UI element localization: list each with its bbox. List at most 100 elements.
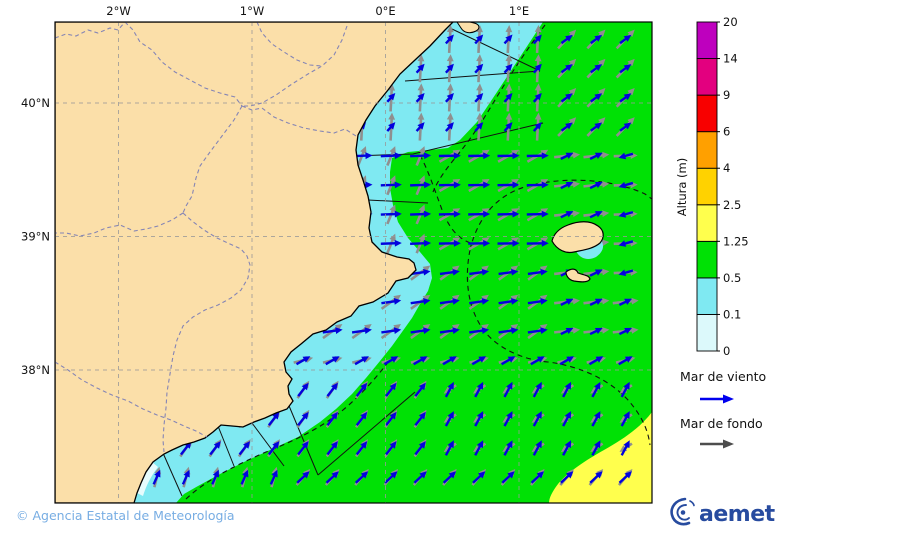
swell-arrow-head <box>476 54 483 62</box>
wind-arrow-head <box>618 211 627 218</box>
wind-arrow <box>503 440 513 456</box>
wind-arrow <box>501 471 515 484</box>
wind-arrow <box>414 382 426 397</box>
wind-arrow-shaft <box>297 444 307 456</box>
wind-arrow-head <box>594 211 603 218</box>
swell-arrow-shaft <box>477 59 481 83</box>
swell-arrow-shaft <box>447 59 452 83</box>
wind-arrow <box>530 471 545 484</box>
wind-arrow <box>500 356 516 366</box>
swell-arrow-shaft <box>386 208 395 225</box>
wind-arrow <box>380 239 402 247</box>
wind-arrow-head <box>365 181 373 189</box>
wind-arrow <box>415 122 425 132</box>
wind-arrow-shaft <box>351 329 368 334</box>
swell-arrow-shaft <box>497 180 516 193</box>
wind-arrow-head <box>540 327 548 334</box>
wind-arrow-icon <box>700 394 734 404</box>
swell-arrow <box>438 208 461 222</box>
wind-arrow-head <box>510 268 519 276</box>
wind-arrow <box>591 440 601 456</box>
wind-arrow-shaft <box>527 270 543 276</box>
colorbar-segment <box>696 58 718 96</box>
wind-arrow-head <box>536 356 545 363</box>
wind-arrow-head <box>594 34 603 42</box>
wind-arrow-shaft <box>469 270 485 276</box>
wind-arrow <box>386 92 396 103</box>
swell-arrow <box>468 237 490 251</box>
swell-arrow-head <box>481 294 489 302</box>
swell-arrow-head <box>505 54 513 62</box>
wind-arrow-head <box>423 210 432 218</box>
wind-arrow <box>468 239 491 247</box>
zone-line-6 <box>251 422 285 467</box>
swell-arrow-head <box>452 208 461 215</box>
wind-arrow <box>526 210 549 218</box>
wind-arrow-head <box>510 298 519 305</box>
wind-arrow <box>469 268 490 276</box>
wind-arrow <box>497 210 520 218</box>
swell-arrow-head <box>389 175 396 184</box>
wind-arrow-head <box>534 63 542 72</box>
wind-arrow-head <box>512 152 520 160</box>
wind-arrow-head <box>565 122 573 130</box>
swell-arrow-shaft <box>386 237 395 254</box>
swell-arrow-shaft <box>477 117 481 141</box>
swell-arrow-head <box>534 25 542 33</box>
wind-arrow-head <box>212 469 220 478</box>
wind-arrow <box>181 469 190 485</box>
wind-arrow-head <box>302 471 310 479</box>
wind-arrow <box>562 440 572 456</box>
wind-arrow <box>469 327 490 334</box>
wind-arrow-head <box>419 356 428 363</box>
wind-arrow <box>238 441 251 456</box>
wind-arrow-head <box>535 411 542 419</box>
swell-arrow <box>505 112 513 141</box>
wind-arrow <box>532 411 542 427</box>
wind-arrow <box>527 268 548 276</box>
wind-arrow-head <box>423 298 431 305</box>
wind-arrow-head <box>360 411 368 420</box>
wind-arrow <box>444 34 454 45</box>
wind-arrow-head <box>564 381 572 390</box>
swell-arrow-shaft <box>506 117 511 141</box>
province-boundary-9 <box>256 22 323 67</box>
swell-arrow <box>415 175 426 196</box>
land-mainland <box>55 22 454 503</box>
wind-arrow-head <box>417 92 425 101</box>
swell-arrow-head <box>418 146 426 154</box>
wind-arrow-head <box>565 211 574 218</box>
swell-arrow-head <box>364 323 372 331</box>
swell-arrow <box>446 83 454 112</box>
wind-arrow <box>620 411 630 427</box>
aemet-logo: aemet <box>670 497 776 527</box>
wind-arrow <box>386 122 396 132</box>
wind-arrow-head <box>423 239 432 247</box>
wind-arrow-head <box>360 382 368 391</box>
wind-arrow <box>618 471 632 484</box>
swell-arrow-head <box>481 208 490 215</box>
wind-arrow <box>438 210 461 218</box>
swell-arrow-head <box>476 112 483 120</box>
legend-swell-label: Mar de fondo <box>680 416 763 431</box>
wind-arrow <box>618 240 634 247</box>
contour-islands-upper <box>469 179 652 251</box>
swell-arrow-head <box>598 117 606 125</box>
wind-arrow-head <box>595 356 604 363</box>
wind-arrow <box>560 327 574 336</box>
wind-arrow-shaft <box>267 444 278 456</box>
swell-arrow <box>468 179 490 193</box>
swell-arrow-icon <box>700 439 734 449</box>
lat-label-38n: 38°N <box>21 363 50 377</box>
swell-arrow-shaft <box>497 209 516 222</box>
wind-arrow-head <box>390 471 398 479</box>
wind-arrow <box>385 441 397 456</box>
swell-arrow-head <box>510 294 519 302</box>
wind-arrow-shaft <box>326 385 336 397</box>
wind-arrow <box>295 356 311 366</box>
wind-arrow <box>296 471 310 484</box>
wind-arrow-head <box>301 382 309 391</box>
wind-arrow-head <box>594 181 603 189</box>
wind-arrow <box>526 239 549 247</box>
